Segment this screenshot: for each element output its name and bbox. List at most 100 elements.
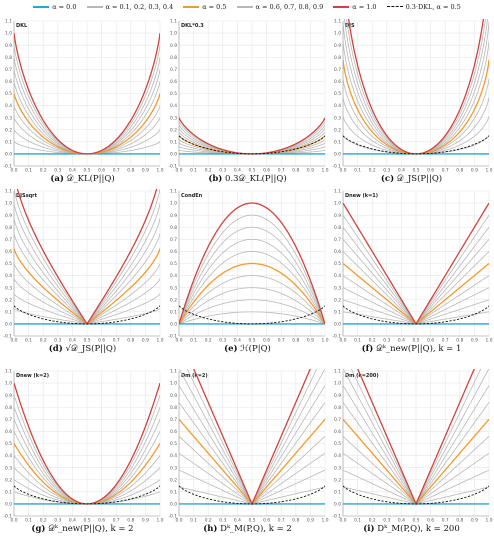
series-line-dkl-ref bbox=[179, 305, 325, 325]
y-tick-label: 0.3 bbox=[334, 465, 341, 471]
legend-swatch bbox=[386, 6, 403, 7]
y-tick-label: 0.6 bbox=[170, 429, 177, 435]
x-tick-label: 1.0 bbox=[486, 338, 493, 344]
x-tick-label: 0.9 bbox=[307, 168, 314, 174]
series-line-dkl-ref bbox=[343, 305, 489, 325]
chart-panel: -0.1 0.0 0.1 0.2 0.3 0.4 0.5 0.6 0.7 0.8 0.9 1.0 1.1… bbox=[329, 183, 494, 361]
y-tick-label: 0.7 bbox=[5, 67, 12, 73]
chart-svg: -0.10.00.10.20.30.40.50.60.70.80.91.01.1… bbox=[332, 19, 492, 174]
x-tick-label: 0.9 bbox=[142, 518, 149, 524]
panel-title: Dm (k=2) bbox=[181, 373, 208, 379]
legend-swatch bbox=[86, 5, 103, 8]
caption-letter: (h) bbox=[203, 524, 218, 534]
x-tick-label: 0.3 bbox=[383, 518, 390, 524]
x-tick-label: 0.2 bbox=[40, 338, 47, 344]
caption-letter: (c) bbox=[380, 174, 395, 184]
panel-title: DJSsqrt bbox=[16, 193, 38, 199]
x-tick-label: 0.7 bbox=[442, 338, 449, 344]
legend-item: α = 0.5 bbox=[183, 3, 227, 11]
caption-text: Dᵏ_M(P,Q), k = 2 bbox=[217, 524, 292, 534]
y-tick-label: 0.4 bbox=[334, 453, 341, 459]
x-tick-label: 0.1 bbox=[25, 338, 32, 344]
series-group bbox=[14, 189, 160, 326]
y-tick-label: -0.1 bbox=[3, 334, 12, 340]
x-tick-label: 0.8 bbox=[292, 518, 299, 524]
y-tick-label: 0.6 bbox=[5, 249, 12, 255]
caption-text: 𝒟ᵏ_new(P||Q), k = 1 bbox=[373, 344, 462, 354]
x-tick-label: 0.4 bbox=[234, 518, 241, 524]
caption-letter: (e) bbox=[224, 344, 238, 354]
caption-letter: (f) bbox=[361, 344, 374, 354]
legend-item: α = 0.6, 0.7, 0.8, 0.9 bbox=[236, 3, 323, 11]
y-tick-label: 0.5 bbox=[5, 261, 12, 267]
x-tick-label: 0.0 bbox=[340, 168, 347, 174]
y-tick-label: 1.0 bbox=[170, 31, 177, 37]
y-tick-label: 0.0 bbox=[170, 322, 177, 328]
y-tick-label: 0.3 bbox=[5, 115, 12, 121]
legend-swatch bbox=[236, 5, 253, 8]
y-tick-label: 0.1 bbox=[334, 309, 341, 315]
y-tick-label: 0.0 bbox=[5, 502, 12, 508]
y-tick-label: 0.9 bbox=[170, 213, 177, 219]
y-tick-label: 1.1 bbox=[170, 189, 177, 195]
x-tick-label: 0.5 bbox=[413, 168, 420, 174]
x-tick-label: 0.5 bbox=[413, 338, 420, 344]
y-tick-label: 0.6 bbox=[334, 79, 341, 85]
y-tick-label: 1.0 bbox=[334, 381, 341, 387]
legend-label: α = 0.1, 0.2, 0.3, 0.4 bbox=[105, 2, 174, 11]
x-tick-label: 0.2 bbox=[40, 168, 47, 174]
y-tick-label: 0.7 bbox=[170, 67, 177, 73]
y-tick-label: 0.5 bbox=[5, 91, 12, 97]
chart-panel: -0.1 0.0 0.1 0.2 0.3 0.4 0.5 0.6 0.7 0.8 0.9 1.0 1.1… bbox=[165, 13, 330, 191]
y-tick-label: 0.0 bbox=[334, 322, 341, 328]
legend-swatch bbox=[183, 5, 200, 8]
panel-title: DKL*0.3 bbox=[181, 23, 204, 29]
x-tick-label: 0.1 bbox=[190, 338, 197, 344]
y-tick-label: 0.8 bbox=[170, 405, 177, 411]
x-tick-label: 0.1 bbox=[354, 518, 361, 524]
caption-text: Dᵏ_M(P,Q), k = 200 bbox=[374, 524, 460, 534]
y-tick-label: 0.1 bbox=[170, 309, 177, 315]
y-tick-label: 1.0 bbox=[5, 201, 12, 207]
x-tick-label: 0.6 bbox=[427, 168, 434, 174]
y-tick-label: 0.4 bbox=[334, 273, 341, 279]
x-tick-label: 1.0 bbox=[486, 518, 493, 524]
x-tick-label: 0.4 bbox=[69, 168, 76, 174]
series-line-alpha-1 bbox=[179, 202, 325, 325]
x-tick-label: 0.8 bbox=[456, 518, 463, 524]
y-tick-label: 1.1 bbox=[334, 19, 341, 25]
y-tick-label: 1.1 bbox=[170, 19, 177, 25]
y-tick-label: 0.2 bbox=[334, 127, 341, 133]
chart-svg: -0.10.00.10.20.30.40.50.60.70.80.91.01.1… bbox=[168, 189, 328, 344]
x-tick-label: 0.2 bbox=[205, 518, 212, 524]
y-tick-label: 1.1 bbox=[170, 369, 177, 375]
x-tick-label: 0.7 bbox=[278, 518, 285, 524]
x-tick-label: 0.5 bbox=[249, 168, 256, 174]
y-tick-label: 0.9 bbox=[334, 43, 341, 49]
panel-title: Dm (k=200) bbox=[345, 373, 379, 379]
chart-svg: -0.10.00.10.20.30.40.50.60.70.80.91.01.1… bbox=[3, 19, 163, 174]
y-tick-label: 1.1 bbox=[5, 189, 12, 195]
chart-panel: -0.1 0.0 0.1 0.2 0.3 0.4 0.5 0.6 0.7 0.8 0.9 1.0 1.1… bbox=[329, 363, 494, 541]
series-group bbox=[179, 202, 325, 325]
x-tick-label: 0.0 bbox=[11, 338, 18, 344]
y-tick-label: 0.0 bbox=[170, 152, 177, 158]
x-tick-label: 0.5 bbox=[84, 168, 91, 174]
chart-panel: -0.1 0.0 0.1 0.2 0.3 0.4 0.5 0.6 0.7 0.8 0.9 1.0 1.1… bbox=[0, 363, 165, 541]
x-tick-label: 0.9 bbox=[471, 338, 478, 344]
y-tick-label: 0.6 bbox=[334, 429, 341, 435]
y-tick-label: -0.1 bbox=[332, 514, 341, 520]
x-tick-label: 0.2 bbox=[205, 338, 212, 344]
x-tick-label: 0.7 bbox=[442, 518, 449, 524]
y-tick-label: 0.8 bbox=[5, 225, 12, 231]
x-tick-label: 0.0 bbox=[176, 168, 183, 174]
y-tick-label: 0.6 bbox=[170, 249, 177, 255]
x-tick-label: 0.9 bbox=[142, 168, 149, 174]
y-tick-label: 0.2 bbox=[5, 127, 12, 133]
y-tick-label: 1.0 bbox=[5, 381, 12, 387]
x-tick-label: 0.4 bbox=[398, 518, 405, 524]
y-tick-label: 0.3 bbox=[334, 285, 341, 291]
caption-text: ℋ(P|Q) bbox=[237, 344, 271, 354]
y-tick-label: 0.3 bbox=[5, 285, 12, 291]
x-tick-label: 0.5 bbox=[84, 338, 91, 344]
